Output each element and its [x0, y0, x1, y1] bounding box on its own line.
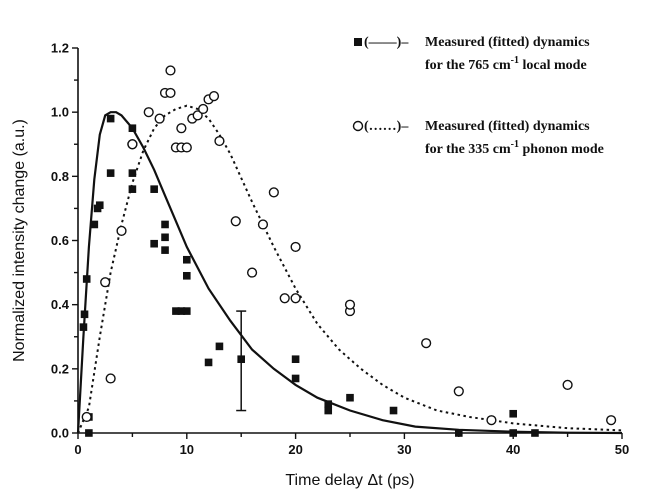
data-point-square [90, 220, 99, 229]
data-point-square [324, 400, 333, 408]
x-tick-label: 10 [180, 442, 194, 457]
x-tick-label: 50 [615, 442, 629, 457]
data-point-circle [246, 267, 258, 278]
legend-entry-2: (……)– Measured (fitted) dynamics for the 3… [352, 119, 604, 157]
data-point-square [161, 233, 169, 242]
x-axis-title: Time delay Δt (ps) [285, 472, 414, 489]
plot-area [76, 65, 623, 437]
data-point-square [346, 393, 354, 402]
data-point-circle [81, 411, 92, 423]
y-tick-label: 0.6 [51, 233, 69, 248]
data-point-circle [230, 216, 241, 227]
data-point-circle [165, 87, 176, 99]
data-point-square [80, 310, 89, 319]
data-point-circle [116, 225, 127, 236]
fit-curve-2 [77, 104, 623, 434]
data-point-square [172, 307, 180, 315]
data-point-circle [143, 107, 154, 118]
data-point-square [177, 307, 186, 315]
y-tick-label: 0.4 [51, 297, 70, 312]
x-tick-label: 20 [288, 442, 302, 457]
legend-marker-circle [352, 120, 364, 132]
legend: (——)– Measured (fitted) dynamics for the 7… [352, 35, 604, 157]
data-point-square [237, 355, 245, 364]
data-point-square [509, 409, 517, 418]
data-point-circle [198, 103, 209, 115]
data-point-square [82, 275, 91, 283]
data-point-square [128, 169, 137, 177]
data-point-circle [192, 110, 203, 121]
legend-line-2: for the 765 cm-1 local mode [425, 55, 587, 73]
legend-entry-1: (——)– Measured (fitted) dynamics for the 7… [354, 35, 590, 73]
data-point-square [324, 406, 333, 415]
data-point-square [95, 201, 104, 210]
x-tick-label: 40 [506, 442, 520, 457]
legend-line-2: for the 335 cm-1 phonon mode [425, 139, 604, 157]
data-point-circle [257, 219, 269, 230]
data-point-circle [100, 277, 111, 288]
data-point-circle [105, 373, 116, 384]
data-point-circle [268, 187, 279, 198]
data-point-square [106, 169, 115, 177]
data-point-circle [453, 386, 464, 397]
data-point-circle [176, 123, 187, 134]
axes: 0 10 20 30 40 50 0.0 0.2 0.4 0.6 0.8 1.0 1.2 [51, 41, 629, 458]
legend-marker-text: (……)– [364, 119, 409, 134]
data-point-circle [344, 299, 356, 310]
data-point-circle [421, 338, 432, 349]
legend-line-1: Measured (fitted) dynamics [425, 119, 590, 134]
data-point-square [128, 124, 137, 133]
y-tick-label: 0.2 [51, 361, 69, 376]
data-point-circle [154, 113, 165, 124]
data-point-square [128, 185, 137, 193]
data-point-circle [279, 293, 290, 304]
legend-line-1: Measured (fitted) dynamics [425, 35, 590, 50]
data-point-square [150, 239, 158, 248]
data-point-circle [165, 65, 176, 76]
data-point-circle [208, 91, 220, 102]
data-point-circle [181, 142, 192, 153]
data-point-circle [127, 139, 138, 150]
x-tick-label: 30 [397, 442, 411, 457]
data-point-circle [290, 241, 301, 253]
y-axis-title: Normalized intensity change (a.u.) [11, 119, 28, 362]
fit-curve-1 [76, 111, 623, 435]
y-tick-label: 0.8 [51, 169, 69, 184]
data-point-square [204, 358, 213, 367]
legend-marker-square [354, 38, 362, 46]
data-point-square [106, 114, 115, 123]
data-point-circle [214, 135, 225, 147]
y-tick-label: 1.2 [51, 41, 69, 56]
data-point-circle [486, 415, 497, 426]
data-point-square [291, 355, 300, 364]
y-tick-label: 1.0 [51, 105, 69, 120]
data-point-square [150, 185, 158, 193]
y-tick-label: 0.0 [51, 426, 69, 441]
data-point-square [183, 271, 191, 280]
x-tick-label: 0 [74, 442, 81, 457]
data-point-square [291, 374, 300, 383]
legend-marker-text: (——)– [364, 35, 409, 50]
data-point-square [183, 307, 191, 315]
data-point-circle [606, 415, 617, 426]
data-point-square [79, 323, 88, 331]
data-point-square [215, 342, 224, 351]
data-point-square [161, 220, 169, 229]
data-point-square [389, 406, 398, 415]
data-point-square [183, 255, 191, 264]
data-point-square [161, 246, 169, 254]
data-point-circle [290, 293, 301, 304]
data-point-circle [562, 379, 573, 390]
